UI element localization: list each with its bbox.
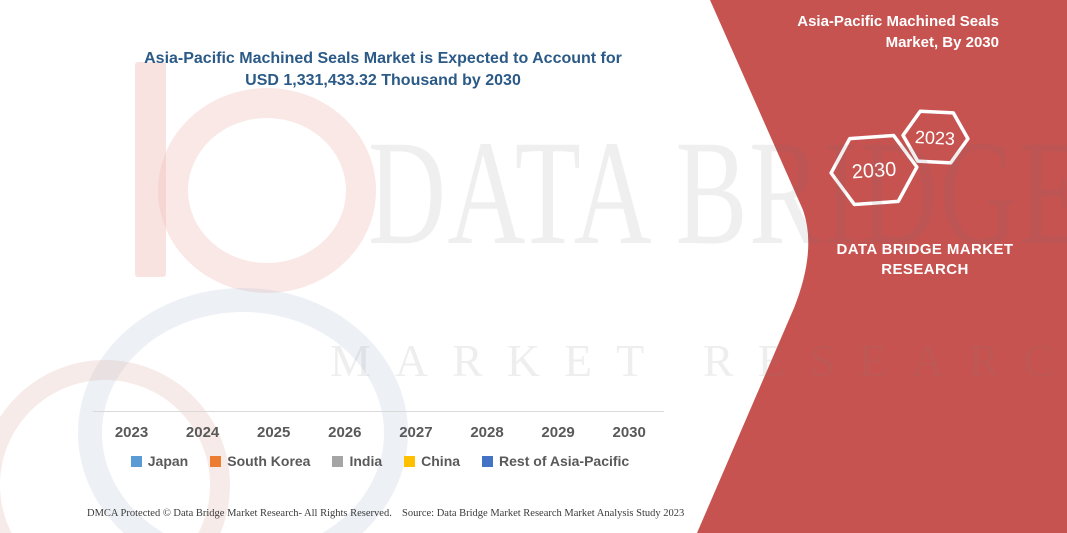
x-axis-label-2030: 2030 <box>612 424 646 441</box>
x-axis-label-2029: 2029 <box>541 424 575 441</box>
chart-title: Asia-Pacific Machined Seals Market is Ex… <box>88 48 678 92</box>
badge-2030-label: 2030 <box>851 158 897 183</box>
x-axis-label-2027: 2027 <box>399 424 433 441</box>
legend-item-south-korea: South Korea <box>210 453 310 469</box>
x-axis-label-2024: 2024 <box>185 424 220 441</box>
x-axis-label-2023: 2023 <box>114 424 149 441</box>
legend-swatch-icon <box>130 455 142 467</box>
legend-label: South Korea <box>227 453 311 469</box>
brand-name-line2: RESEARCH <box>881 261 969 278</box>
watermark-text-databridge: DATA BRIDGE <box>368 110 1067 276</box>
source-note: Source: Data Bridge Market Research Mark… <box>402 508 685 519</box>
side-panel-background <box>697 0 1067 533</box>
legend-swatch-icon <box>482 455 494 467</box>
legend-label: India <box>349 453 383 469</box>
hexagon-badge-2023 <box>901 109 970 165</box>
brand-name: DATA BRIDGE MARKET RESEARCH <box>818 240 1032 280</box>
legend-item-japan: Japan <box>130 453 189 469</box>
legend-label: Japan <box>147 453 189 469</box>
hexagon-badge-2030 <box>829 133 919 207</box>
chart-title-line1: Asia-Pacific Machined Seals Market is Ex… <box>144 50 622 67</box>
chart-title-line2: USD 1,331,433.32 Thousand by 2030 <box>245 72 521 89</box>
legend-label: China <box>421 453 461 469</box>
x-axis-label-2026: 2026 <box>328 424 362 441</box>
chart-legend: Japan South Korea India China Rest of Asia-P… <box>95 453 665 469</box>
legend-label: Rest of Asia-Pacific <box>499 453 630 469</box>
legend-item-rest-of-asia-pacific: Rest of Asia-Pacific <box>482 453 629 469</box>
brand-name-line1: DATA BRIDGE MARKET <box>836 241 1014 258</box>
legend-swatch-icon <box>332 455 344 467</box>
legend-item-india: India <box>332 453 382 469</box>
x-axis-label-2025: 2025 <box>257 424 291 441</box>
x-axis-line <box>93 411 664 412</box>
dmca-notice: DMCA Protected © Data Bridge Market Rese… <box>87 508 392 519</box>
x-axis-label-2028: 2028 <box>470 424 504 441</box>
legend-swatch-icon <box>210 455 222 467</box>
badge-2023-label: 2023 <box>914 127 955 149</box>
legend-swatch-icon <box>404 455 416 467</box>
watermark-text-marketresearch: MARKET RESEARCH <box>330 335 1067 386</box>
legend-item-china: China <box>404 453 460 469</box>
side-panel-title: Asia-Pacific Machined Seals Market, By 2… <box>797 13 999 51</box>
